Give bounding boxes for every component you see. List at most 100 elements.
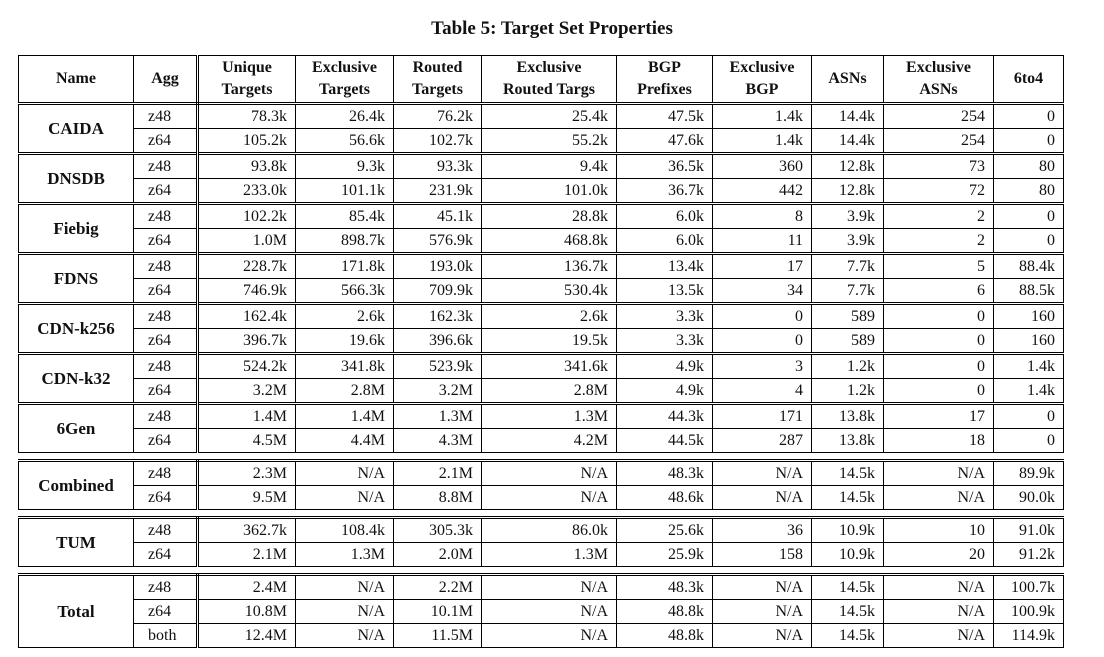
agg-cell: z64 bbox=[133, 428, 199, 453]
value-cell: 105.2k bbox=[197, 128, 296, 154]
value-cell: 1.4M bbox=[197, 402, 296, 429]
agg-cell: z64 bbox=[133, 228, 199, 254]
table-row: Combined z48 2.3M N/A 2.1M N/A 48.3k N/A 14.5k N/… bbox=[18, 459, 1064, 510]
column-header-line: Exclusive bbox=[906, 59, 971, 76]
value-cell: 2.4M bbox=[197, 573, 296, 600]
value-cell: 1.2k bbox=[811, 352, 884, 379]
value-cell: 576.9k bbox=[393, 228, 482, 254]
value-cell: 1.4k bbox=[712, 128, 812, 154]
value-cell: 2.3M bbox=[197, 459, 296, 486]
value-cell: 0 bbox=[993, 402, 1064, 429]
value-cell: 102.7k bbox=[393, 128, 482, 154]
value-cell: N/A bbox=[883, 485, 994, 510]
value-cell: 2.2M bbox=[393, 573, 482, 600]
column-header: 6to4 bbox=[993, 55, 1064, 105]
agg-cell: z48 bbox=[133, 302, 199, 329]
value-cell: 26.4k bbox=[295, 102, 394, 129]
value-cell: 72 bbox=[883, 178, 994, 204]
table-row: z64 9.5M N/A 8.8M N/A 48.6k N/A 14.5k N/A 90.0k bbox=[19, 485, 1064, 510]
value-cell: 305.3k bbox=[393, 516, 482, 543]
value-cell: 14.5k bbox=[811, 459, 884, 486]
value-cell: 2.6k bbox=[481, 302, 617, 329]
value-cell: 0 bbox=[712, 302, 812, 329]
value-cell: N/A bbox=[481, 459, 617, 486]
group-name: DNSDB bbox=[18, 152, 134, 204]
table-group: Fiebig z48 102.2k 85.4k 45.1k 28.8k 6.0k 8 3.9k 2… bbox=[18, 202, 1064, 254]
table-row: z64 746.9k 566.3k 709.9k 530.4k 13.5k 34 7.7k 6 8… bbox=[19, 278, 1064, 304]
value-cell: 171 bbox=[712, 402, 812, 429]
column-header: ASNs bbox=[811, 55, 884, 105]
value-cell: N/A bbox=[295, 623, 394, 648]
agg-cell: z48 bbox=[133, 516, 199, 543]
value-cell: 442 bbox=[712, 178, 812, 204]
value-cell: 1.3M bbox=[295, 542, 394, 567]
value-cell: 524.2k bbox=[197, 352, 296, 379]
value-cell: 0 bbox=[883, 328, 994, 354]
value-cell: 19.5k bbox=[481, 328, 617, 354]
table-row: z64 2.1M 1.3M 2.0M 1.3M 25.9k 158 10.9k 20 91.2k bbox=[19, 542, 1064, 567]
group-gap bbox=[19, 453, 1064, 461]
value-cell: 4 bbox=[712, 378, 812, 404]
group-name: Fiebig bbox=[18, 202, 134, 254]
value-cell: 48.3k bbox=[616, 573, 713, 600]
table-row: CAIDA z48 78.3k 26.4k 76.2k 25.4k 47.5k 1.4k 14.… bbox=[18, 102, 1064, 154]
table-row: Total z48 2.4M N/A 2.2M N/A 48.3k N/A 14.5k N/A 10… bbox=[18, 573, 1064, 648]
table-row: 6Gen z48 1.4M 1.4M 1.3M 1.3M 44.3k 171 13.8k 17 0 bbox=[18, 402, 1064, 453]
table-group: FDNS z48 228.7k 171.8k 193.0k 136.7k 13.4k 17 7.… bbox=[18, 252, 1064, 304]
value-cell: 9.4k bbox=[481, 152, 617, 179]
value-cell: 14.5k bbox=[811, 599, 884, 624]
table-group: TUM z48 362.7k 108.4k 305.3k 86.0k 25.6k 36 10.9… bbox=[18, 516, 1064, 567]
value-cell: 2.8M bbox=[481, 378, 617, 404]
value-cell: 396.7k bbox=[197, 328, 296, 354]
value-cell: 7.7k bbox=[811, 278, 884, 304]
value-cell: N/A bbox=[712, 623, 812, 648]
column-header: Exclusive ASNs bbox=[883, 55, 994, 105]
value-cell: 8.8M bbox=[393, 485, 482, 510]
agg-cell: both bbox=[133, 623, 199, 648]
value-cell: 85.4k bbox=[295, 202, 394, 229]
agg-cell: z64 bbox=[133, 128, 199, 154]
column-header: Exclusive Targets bbox=[295, 55, 394, 105]
value-cell: N/A bbox=[712, 573, 812, 600]
value-cell: 20 bbox=[883, 542, 994, 567]
value-cell: 28.8k bbox=[481, 202, 617, 229]
value-cell: 45.1k bbox=[393, 202, 482, 229]
agg-cell: z64 bbox=[133, 178, 199, 204]
agg-cell: z48 bbox=[133, 202, 199, 229]
agg-cell: z64 bbox=[133, 278, 199, 304]
value-cell: N/A bbox=[295, 485, 394, 510]
group-name: Total bbox=[18, 573, 134, 648]
column-header-line: BGP bbox=[648, 59, 681, 76]
value-cell: 341.8k bbox=[295, 352, 394, 379]
value-cell: 362.7k bbox=[197, 516, 296, 543]
table-row: CDN-k32 z48 524.2k 341.8k 523.9k 341.6k 4.9k 3 1… bbox=[18, 352, 1064, 404]
value-cell: 14.5k bbox=[811, 623, 884, 648]
value-cell: 0 bbox=[993, 202, 1064, 229]
value-cell: 6 bbox=[883, 278, 994, 304]
value-cell: 76.2k bbox=[393, 102, 482, 129]
value-cell: 3.3k bbox=[616, 328, 713, 354]
value-cell: 1.3M bbox=[481, 542, 617, 567]
column-header-line: Agg bbox=[151, 70, 179, 87]
value-cell: 3.9k bbox=[811, 202, 884, 229]
value-cell: 4.4M bbox=[295, 428, 394, 453]
value-cell: 44.3k bbox=[616, 402, 713, 429]
value-cell: 468.8k bbox=[481, 228, 617, 254]
value-cell: 396.6k bbox=[393, 328, 482, 354]
column-header-line: 6to4 bbox=[1013, 70, 1044, 87]
value-cell: 73 bbox=[883, 152, 994, 179]
value-cell: N/A bbox=[883, 573, 994, 600]
column-header: Routed Targets bbox=[393, 55, 482, 105]
table-group: Combined z48 2.3M N/A 2.1M N/A 48.3k N/A 14.5k N/… bbox=[18, 459, 1064, 510]
value-cell: 11.5M bbox=[393, 623, 482, 648]
value-cell: N/A bbox=[712, 599, 812, 624]
value-cell: 13.8k bbox=[811, 402, 884, 429]
value-cell: 746.9k bbox=[197, 278, 296, 304]
value-cell: N/A bbox=[481, 485, 617, 510]
value-cell: 3.2M bbox=[197, 378, 296, 404]
value-cell: 17 bbox=[883, 402, 994, 429]
value-cell: 108.4k bbox=[295, 516, 394, 543]
value-cell: 14.4k bbox=[811, 128, 884, 154]
value-cell: 1.0M bbox=[197, 228, 296, 254]
value-cell: 136.7k bbox=[481, 252, 617, 279]
